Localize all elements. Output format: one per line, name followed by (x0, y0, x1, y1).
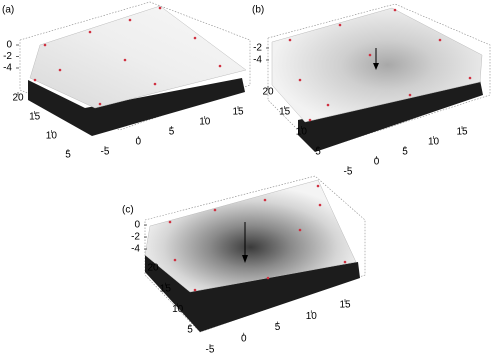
base-surface (298, 80, 483, 152)
x-tick-label: 5 (169, 127, 175, 138)
z-tick-label: -2 (3, 51, 12, 62)
x-tick-label: 5 (275, 322, 281, 333)
sample-points (33, 6, 222, 106)
sample-points (288, 8, 472, 122)
x-tick-label: -5 (344, 167, 353, 178)
y-tick-label: 15 (29, 112, 41, 123)
box-frame (19, 1, 251, 131)
panel-b (267, 3, 491, 152)
panel-c (144, 175, 366, 333)
arrow-head (373, 63, 379, 70)
y-tick-label: 5 (315, 147, 321, 158)
x-tick-label: 0 (241, 333, 247, 344)
x-tick-label: 15 (339, 300, 351, 311)
z-tick-label: -4 (131, 244, 140, 255)
panel-a (19, 1, 251, 136)
z-tick-label: -4 (253, 55, 262, 66)
base-surface (145, 255, 360, 332)
x-tick-label: 0 (374, 157, 380, 168)
y-tick-label: 5 (187, 325, 193, 336)
y-tick-label: 5 (65, 150, 71, 161)
z-tick-label: -2 (131, 232, 140, 243)
y-tick-label: 15 (279, 107, 291, 118)
z-tick-label: 0 (134, 220, 140, 231)
base-surface (28, 78, 245, 136)
surface (144, 179, 357, 293)
y-tick-label: 15 (160, 283, 172, 294)
y-tick-label: 20 (147, 263, 159, 274)
y-tick-label: 10 (296, 127, 308, 138)
y-tick-label: 20 (12, 93, 24, 104)
z-tick-label: -2 (253, 43, 262, 54)
panel-label: (c) (122, 205, 134, 216)
x-tick-label: 5 (402, 147, 408, 158)
y-tick-label: 10 (172, 304, 184, 315)
panel-label: (b) (252, 5, 264, 16)
panel-label: (a) (2, 5, 14, 16)
x-tick-label: 15 (456, 127, 468, 138)
x-tick-label: -5 (101, 147, 110, 158)
x-tick-label: 0 (135, 137, 141, 148)
x-tick-label: 10 (306, 311, 318, 322)
z-tick-label: 0 (6, 40, 12, 51)
surface (29, 5, 247, 109)
arrow-head (242, 255, 248, 263)
x-tick-label: 15 (232, 107, 244, 118)
sample-points (168, 184, 347, 292)
y-tick-label: 10 (46, 131, 58, 142)
x-tick-label: 10 (199, 117, 211, 128)
y-tick-label: 20 (262, 87, 274, 98)
x-tick-label: -5 (206, 345, 215, 354)
x-tick-label: 10 (428, 137, 440, 148)
box-frame (144, 175, 366, 333)
z-tick-label: -4 (3, 63, 12, 74)
